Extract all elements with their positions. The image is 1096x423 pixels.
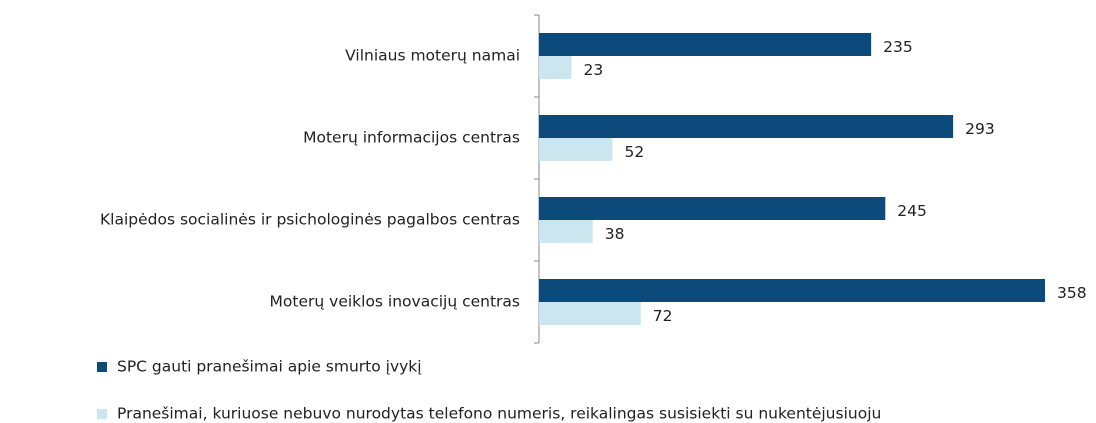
legend-swatch xyxy=(97,362,107,372)
value-label: 23 xyxy=(584,61,604,79)
category-label: Vilniaus moterų namai xyxy=(345,47,520,65)
bar xyxy=(539,56,572,79)
legend-label: Pranešimai, kuriuose nebuvo nurodytas te… xyxy=(117,405,881,423)
bar xyxy=(539,197,886,220)
bar xyxy=(539,279,1045,302)
legend-label: SPC gauti pranešimai apie smurto įvykį xyxy=(117,358,422,376)
value-label: 52 xyxy=(624,143,644,161)
value-label: 358 xyxy=(1057,284,1087,302)
bar xyxy=(539,115,954,138)
category-label: Moterų veiklos inovacijų centras xyxy=(270,293,520,311)
bar xyxy=(539,302,641,325)
value-label: 38 xyxy=(605,225,625,243)
bar xyxy=(539,138,613,161)
value-label: 235 xyxy=(883,38,913,56)
value-label: 245 xyxy=(897,202,927,220)
category-label: Moterų informacijos centras xyxy=(303,129,520,147)
bar xyxy=(539,33,872,56)
category-label: Klaipėdos socialinės ir psichologinės pa… xyxy=(100,211,520,229)
bar xyxy=(539,220,593,243)
legend-swatch xyxy=(97,409,107,419)
value-label: 72 xyxy=(653,307,673,325)
value-label: 293 xyxy=(965,120,995,138)
